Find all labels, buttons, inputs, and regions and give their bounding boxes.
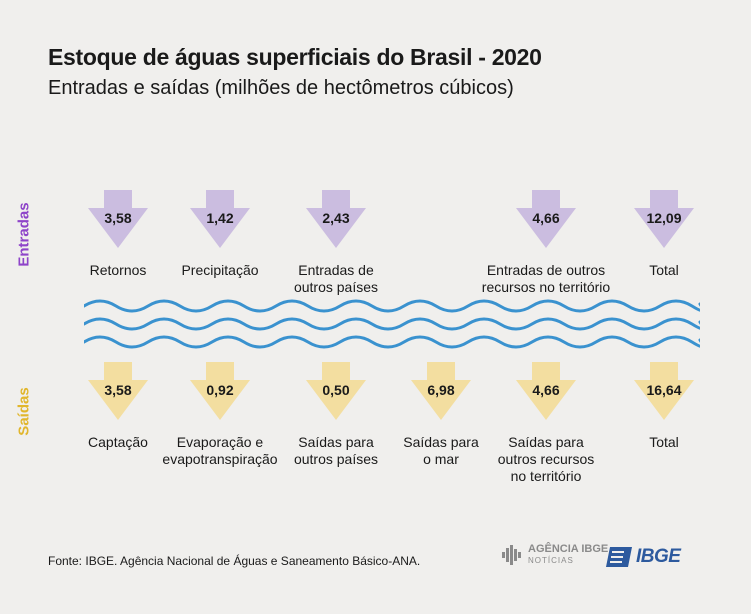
water-waves	[84, 299, 700, 349]
agencia-logo-icon	[502, 545, 521, 565]
down-arrow-icon	[190, 190, 250, 248]
saida-value: 16,64	[646, 382, 682, 398]
entrada-label: Entradas de outros países	[293, 262, 379, 295]
entrada-label: Total	[649, 262, 679, 278]
down-arrow-icon	[516, 362, 576, 420]
ibge-logo: IBGE	[606, 546, 681, 568]
saida-label: Saídas para o mar	[403, 434, 479, 467]
source-note: Fonte: IBGE. Agência Nacional de Águas e…	[48, 554, 421, 568]
saida-value: 3,58	[104, 382, 132, 398]
saida-item-outros-paises: 0,50 Saídas para outros países	[266, 362, 406, 468]
entrada-value: 4,66	[532, 210, 560, 226]
entrada-item-retornos: 3,58 Retornos	[48, 190, 188, 279]
agencia-ibge-logo: AGÊNCIA IBGE NOTÍCIAS	[502, 544, 608, 566]
agencia-logo-title: AGÊNCIA IBGE	[528, 543, 609, 555]
entrada-value: 1,42	[206, 210, 234, 226]
agencia-logo-subtitle: NOTÍCIAS	[528, 556, 574, 565]
saida-item-total: 16,64 Total	[594, 362, 734, 451]
entrada-item-total: 12,09 Total	[594, 190, 734, 279]
down-arrow-icon	[190, 362, 250, 420]
saida-value: 0,50	[322, 382, 350, 398]
down-arrow-icon	[306, 362, 366, 420]
entrada-label: Retornos	[89, 262, 147, 278]
entrada-label: Entradas de outros recursos no territóri…	[481, 262, 611, 295]
wave-line	[84, 317, 700, 331]
down-arrow-icon	[88, 190, 148, 248]
saida-label: Evaporação e evapotranspiração	[162, 434, 278, 467]
saida-value: 4,66	[532, 382, 560, 398]
down-arrow-icon	[634, 190, 694, 248]
down-arrow-icon	[88, 362, 148, 420]
ibge-logo-text: IBGE	[636, 546, 681, 567]
saida-item-outros-recursos: 4,66 Saídas para outros recursos no terr…	[476, 362, 616, 485]
saida-item-evaporacao: 0,92 Evaporação e evapotranspiração	[150, 362, 290, 468]
saida-item-captacao: 3,58 Captação	[48, 362, 188, 451]
entrada-label: Precipitação	[181, 262, 259, 278]
saida-value: 0,92	[206, 382, 234, 398]
entrada-item-outros-recursos: 4,66 Entradas de outros recursos no terr…	[456, 190, 636, 296]
saida-label: Captação	[88, 434, 148, 450]
page-title: Estoque de águas superficiais do Brasil …	[48, 44, 542, 70]
entrada-item-precipitacao: 1,42 Precipitação	[150, 190, 290, 279]
down-arrow-icon	[634, 362, 694, 420]
saida-item-mar: 6,98 Saídas para o mar	[386, 362, 496, 468]
down-arrow-icon	[306, 190, 366, 248]
saida-label: Saídas para outros recursos no territóri…	[497, 434, 595, 484]
saida-label: Total	[649, 434, 679, 450]
ibge-logo-icon	[606, 547, 632, 567]
wave-line	[84, 335, 700, 349]
entradas-side-label: Entradas	[15, 202, 33, 267]
saida-value: 6,98	[427, 382, 455, 398]
saida-label: Saídas para outros países	[293, 434, 379, 467]
down-arrow-icon	[411, 362, 471, 420]
down-arrow-icon	[516, 190, 576, 248]
wave-line	[84, 299, 700, 313]
page-subtitle: Entradas e saídas (milhões de hectômetro…	[48, 77, 514, 99]
saidas-side-label: Saídas	[15, 387, 33, 436]
entrada-value: 2,43	[322, 210, 350, 226]
entrada-item-outros-paises: 2,43 Entradas de outros países	[266, 190, 406, 296]
entrada-value: 3,58	[104, 210, 132, 226]
entrada-value: 12,09	[646, 210, 682, 226]
